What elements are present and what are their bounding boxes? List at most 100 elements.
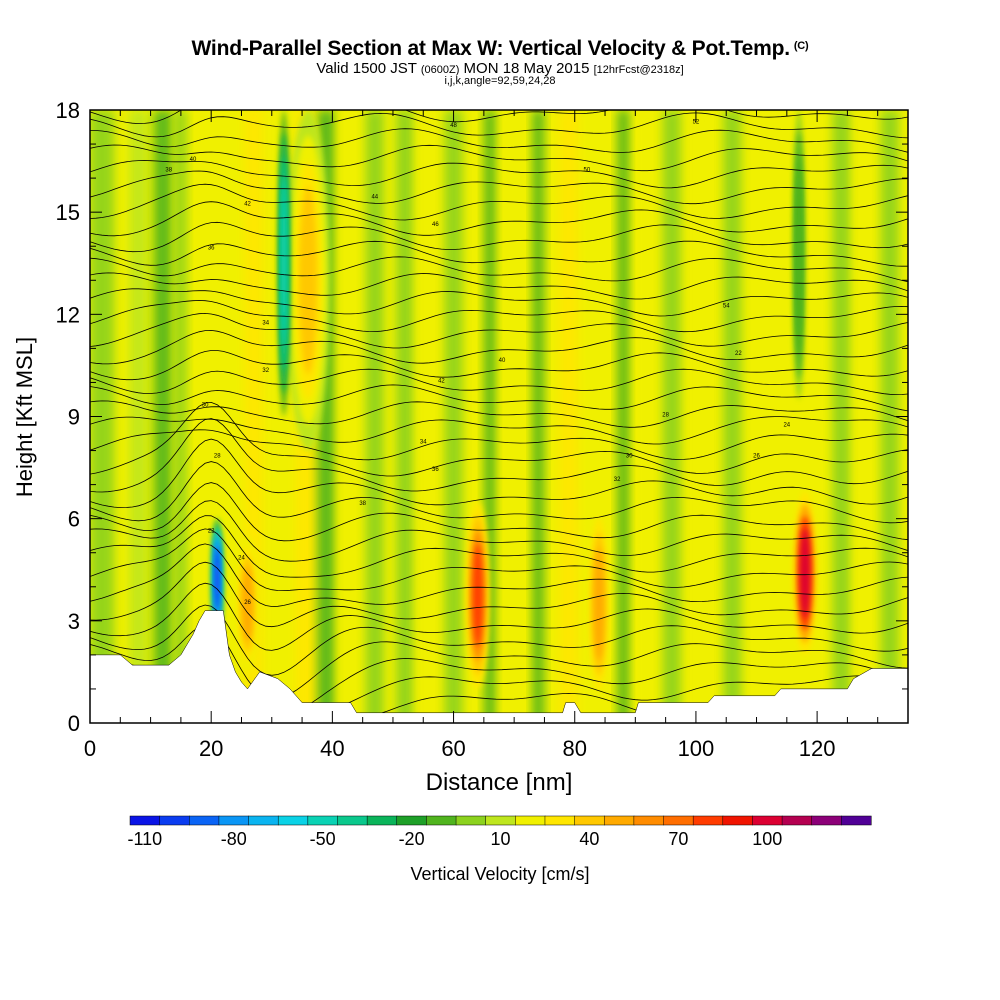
isentrope-label: 28	[214, 453, 221, 459]
isentrope-line	[90, 582, 908, 651]
colorbar-swatch	[366, 815, 398, 826]
y-axis-label: Height [Kft MSL]	[12, 337, 37, 497]
colorbar-label: Vertical Velocity [cm/s]	[410, 864, 589, 884]
isentrope-label: 28	[662, 413, 669, 419]
isentrope-line	[90, 221, 908, 253]
isentrope-label: 44	[371, 195, 378, 201]
isentrope-label: 24	[238, 556, 245, 562]
isentrope-label: 36	[432, 467, 439, 473]
vertical-velocity-field	[90, 110, 908, 723]
isentrope-line	[90, 461, 908, 524]
isentrope-line	[90, 416, 908, 445]
x-tick-label: 80	[562, 736, 586, 761]
updraft-cell	[472, 543, 483, 647]
isentrope-label: 52	[693, 120, 700, 126]
isentrope-line	[90, 384, 908, 412]
x-axis-label: Distance [nm]	[426, 769, 573, 796]
isentrope-line	[90, 128, 908, 153]
updraft-cell	[242, 566, 253, 642]
colorbar-swatch	[485, 815, 516, 826]
colorbar-swatch	[603, 815, 635, 826]
velocity-band	[417, 110, 442, 723]
isentrope-label: 46	[432, 222, 439, 228]
isentrope-label: 26	[244, 600, 251, 606]
isentrope-label: 32	[262, 368, 269, 374]
isentrope-line	[90, 350, 908, 381]
colorbar-swatch	[129, 815, 161, 826]
colorbar-swatch	[396, 815, 427, 826]
colorbar-swatch	[189, 815, 220, 826]
velocity-band	[365, 110, 384, 723]
isentrope-line	[90, 240, 908, 267]
velocity-band	[153, 110, 172, 723]
velocity-band	[502, 110, 527, 723]
y-tick-label: 3	[68, 609, 80, 634]
colorbar-swatch	[663, 815, 694, 826]
colorbar-swatch	[455, 815, 487, 826]
isentrope-line	[90, 144, 908, 172]
colorbar-swatch	[811, 815, 842, 826]
isentrope-line	[90, 312, 908, 349]
colorbar-swatch	[515, 815, 546, 826]
chart-subtitle: Valid 1500 JST (0600Z) MON 18 May 2015 […	[316, 60, 684, 77]
colorbar-tick-label: 70	[668, 829, 688, 849]
y-tick-label: 6	[68, 507, 80, 532]
isentrope-label: 30	[202, 402, 209, 408]
velocity-band	[832, 110, 851, 723]
velocity-band	[617, 110, 630, 723]
velocity-band	[723, 110, 742, 723]
isentrope-label: 42	[244, 201, 251, 207]
colorbar-swatch	[218, 815, 250, 826]
colorbar-swatch	[633, 815, 665, 826]
velocity-band	[638, 110, 657, 723]
isentrope-label: 54	[723, 304, 730, 310]
colorbar-swatch	[722, 815, 753, 826]
colorbar-swatch	[426, 815, 457, 826]
colorbar-tick-label: 40	[579, 829, 599, 849]
velocity-band	[129, 110, 148, 723]
isentrope-line	[90, 429, 908, 461]
colorbar-swatch	[248, 815, 279, 826]
updraft-cell	[800, 528, 810, 619]
downdraft-cell	[214, 545, 220, 612]
colorbar-swatch	[544, 815, 576, 826]
colorbar-tick-label: 100	[752, 829, 782, 849]
isentrope-label: 24	[783, 423, 790, 429]
colorbar-tick-label: -110	[127, 829, 162, 849]
x-tick-label: 60	[441, 736, 465, 761]
y-tick-label: 15	[56, 200, 80, 225]
isentrope-label: 30	[626, 453, 633, 459]
colorbar-swatch	[692, 815, 724, 826]
velocity-band	[692, 110, 712, 723]
terrain	[90, 610, 908, 723]
isentrope-label: 40	[499, 358, 506, 364]
colorbar-swatch	[337, 815, 368, 826]
colorbar-swatch	[307, 815, 339, 826]
velocity-band	[444, 110, 463, 723]
isentrope-label: 38	[359, 501, 366, 507]
isentrope-line	[90, 604, 908, 676]
isentrope-label: 42	[438, 378, 445, 384]
isentrope-line	[90, 482, 908, 542]
updraft-cell	[594, 547, 604, 660]
x-tick-label: 20	[199, 736, 223, 761]
colorbar: -110 -80 -50 -20 10 40 70 100	[127, 815, 872, 849]
isentrope-line	[90, 500, 908, 562]
copyright-mark: (C)	[793, 40, 809, 52]
colorbar-swatch	[781, 815, 813, 826]
downdraft-cell	[796, 175, 802, 335]
isentrope-line	[90, 183, 908, 221]
colorbar-tick-label: -50	[310, 829, 336, 849]
isentrope-label: 34	[262, 321, 269, 327]
colorbar-tick-label: -80	[221, 829, 247, 849]
colorbar-tick-label: 10	[490, 829, 510, 849]
terrain-mask	[90, 610, 908, 723]
isentrope-label: 22	[208, 528, 215, 534]
colorbar-tick-label: -20	[399, 829, 425, 849]
isentrope-line	[90, 112, 908, 139]
isentrope-line	[90, 368, 908, 396]
isentrope-label: 38	[165, 167, 172, 173]
isentrope-line	[90, 300, 908, 333]
chart-params: i,j,k,angle=92,59,24,28	[444, 75, 556, 87]
